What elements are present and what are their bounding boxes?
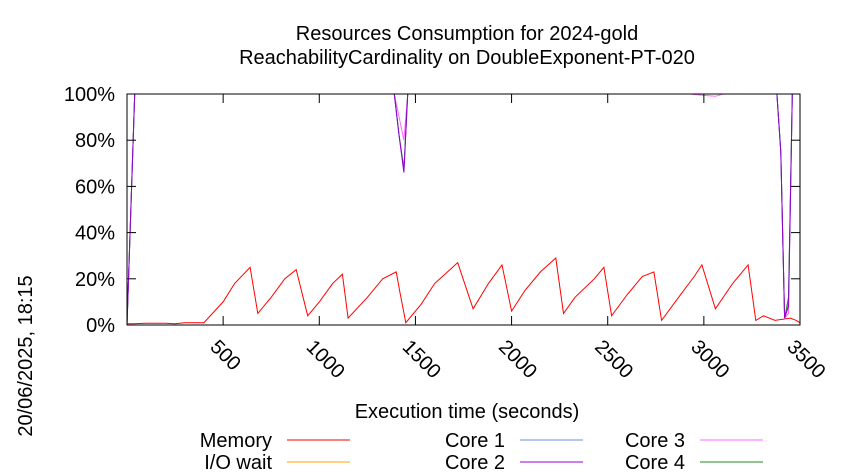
- legend-label-core-3: Core 3: [625, 430, 685, 452]
- series-line-core-4: [126, 93, 800, 326]
- y-tick-label: 80%: [75, 130, 115, 152]
- plot-area: [126, 93, 801, 326]
- y-tick-label: 40%: [75, 223, 115, 245]
- x-tick-label: 1500: [398, 336, 445, 383]
- x-axis-label: Execution time (seconds): [355, 401, 580, 423]
- legend-label-i-o-wait: I/O wait: [204, 452, 272, 474]
- chart-subtitle: ReachabilityCardinality on DoubleExponen…: [239, 47, 695, 69]
- x-tick-label: 3000: [686, 336, 733, 383]
- series-line-memory: [127, 256, 801, 325]
- x-tick-label: 2500: [590, 336, 637, 383]
- legend-label-core-1: Core 1: [445, 430, 505, 452]
- x-tick-label: 3500: [782, 336, 829, 383]
- series-line-core-1: [126, 93, 800, 326]
- x-tick-label: 2000: [494, 336, 541, 383]
- series-line-core-2: [126, 93, 800, 326]
- y-tick-label: 20%: [75, 269, 115, 291]
- legend-label-core-4: Core 4: [625, 452, 685, 474]
- legend-label-core-2: Core 2: [445, 452, 505, 474]
- x-tick-label: 500: [206, 336, 245, 375]
- plot-frame: [126, 93, 801, 326]
- x-tick-label: 1000: [302, 336, 349, 383]
- axes: 0% 20% 40% 60% 80% 100% 500 1000 1500 2000 2500 300…: [64, 84, 830, 383]
- side-timestamp-label: 20/06/2025, 18:15: [15, 275, 37, 436]
- y-tick-label: 60%: [75, 176, 115, 198]
- legend-label-memory: Memory: [200, 430, 272, 452]
- series-line-core-3: [126, 93, 800, 326]
- chart-title: Resources Consumption for 2024-gold: [296, 23, 638, 45]
- y-tick-label: 100%: [64, 84, 115, 106]
- y-tick-label: 0%: [86, 315, 115, 337]
